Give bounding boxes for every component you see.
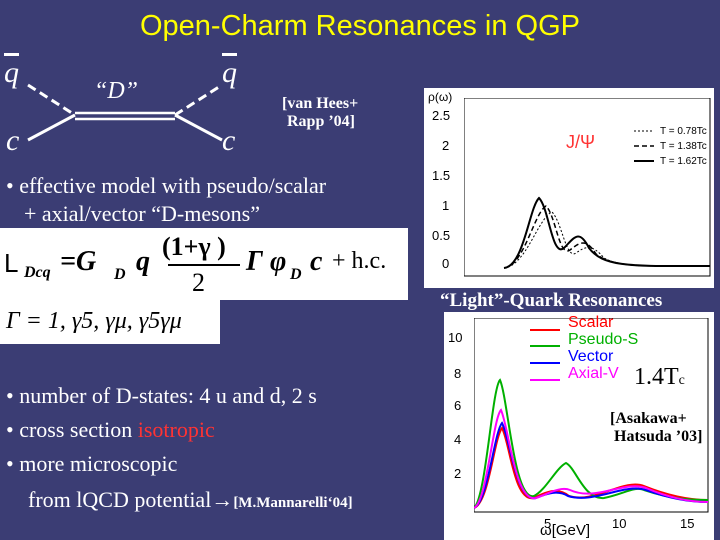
bullet-model-line2: + axial/vector “D-mesons” — [24, 201, 260, 226]
jpsi-legend: T = 0.78Tc T = 1.38Tc T = 1.62Tc — [660, 124, 707, 169]
cross-section-isotropic: isotropic — [137, 417, 215, 442]
quark-line-upper-right — [174, 83, 223, 117]
d-meson-label: “D” — [94, 78, 139, 104]
lagrangian-L: L — [4, 248, 19, 278]
lagrangian-hc: + h.c. — [332, 248, 387, 274]
jpsi-ytick-3: 1 — [442, 198, 450, 213]
light-ytick-1: 8 — [454, 366, 462, 381]
jpsi-label-text: J/Ψ — [566, 132, 596, 152]
jpsi-legend-item-2: T = 1.38Tc — [660, 141, 707, 152]
light-ytick-3: 4 — [454, 432, 462, 447]
quark-line-lower-left — [27, 113, 76, 142]
ref-asakawa-line1: [Asakawa+ — [610, 410, 687, 427]
gamma-list-box: Γ = 1, γ5, γμ, γ5γμ — [0, 300, 220, 344]
ref-asakawa-line2: Hatsuda ’03] — [614, 428, 703, 445]
qbar-left-label: q — [4, 56, 19, 89]
jpsi-curve-dotted — [503, 211, 711, 269]
qbar-right-label: q — [222, 56, 237, 89]
light-ytick-4: 2 — [454, 466, 462, 481]
temperature-sub: c — [678, 373, 685, 388]
bullet-microscopic: • more microscopic — [6, 451, 178, 476]
lagrangian-L-sub: Dcq — [24, 264, 51, 281]
bullet-lqcd: from lQCD potential→[M.Mannarelli‘04] — [28, 487, 353, 513]
lagrangian-GD: =G — [60, 246, 97, 277]
jpsi-label: J/Ψ — [566, 132, 595, 153]
light-quark-title: “Light”-Quark Resonances — [440, 290, 663, 311]
cross-section-prefix: • cross section — [6, 417, 138, 442]
light-legend-pseudo: Pseudo-S — [568, 331, 639, 348]
jpsi-spectral-plot: ρ(ω) 2.5 2 1.5 1 0.5 0 J/Ψ T = 0.78Tc T … — [424, 88, 714, 288]
lagrangian-GD-sub: D — [114, 266, 126, 283]
light-xtick-1: 10 — [612, 516, 627, 531]
jpsi-ytick-2: 1.5 — [432, 168, 451, 183]
bullet-states: • number of D-states: 4 u and d, 2 s — [6, 383, 317, 408]
lagrangian-box: L Dcq =G D q (1+γ ) 2 Γ φ D c + h.c. — [0, 228, 408, 300]
lqcd-ref: [M.Mannarelli‘04] — [233, 495, 353, 511]
temperature-label: 1.4Tc — [634, 364, 685, 391]
lagrangian-frac-den: 2 — [192, 268, 205, 297]
jpsi-legend-item-1: T = 0.78Tc — [660, 126, 707, 137]
lagrangian-phi-sub: D — [290, 266, 302, 283]
ref-van-hees-line2: Rapp ’04] — [287, 113, 356, 130]
light-curve-axial — [474, 408, 709, 509]
lagrangian-c: c — [310, 246, 323, 277]
jpsi-ylabel: ρ(ω) — [428, 90, 453, 104]
jpsi-ytick-4: 0.5 — [432, 228, 451, 243]
jpsi-ytick-5: 0 — [442, 256, 450, 271]
ref-asakawa: [Asakawa+ Hatsuda ’03] — [610, 410, 702, 446]
lagrangian-q: q — [136, 246, 150, 277]
lagrangian-phi: φ — [270, 246, 287, 277]
slide-title: Open-Charm Resonances in QGP — [139, 10, 581, 42]
bullet-model-line1: • effective model with pseudo/scalar — [6, 173, 327, 198]
quark-line-upper-left — [27, 83, 76, 117]
c-left-label: c — [6, 124, 20, 157]
temperature-value: 1.4T — [634, 364, 679, 390]
jpsi-curve-dashed — [503, 205, 711, 269]
jpsi-legend-item-3: T = 1.62Tc — [660, 156, 707, 167]
lqcd-text: from lQCD potential→ — [28, 487, 234, 512]
light-legend-vector: Vector — [568, 348, 614, 365]
light-ytick-0: 10 — [448, 330, 463, 345]
lagrangian-frac-bar — [168, 264, 240, 266]
light-legend: Scalar Pseudo-S Vector Axial-V — [568, 314, 638, 382]
ref-van-hees: [van Hees+ Rapp ’04] — [282, 95, 358, 131]
quark-line-lower-right — [174, 113, 223, 142]
jpsi-ytick-1: 2 — [442, 138, 450, 153]
light-legend-axial: Axial-V — [568, 365, 619, 382]
bullet-effective-model: • effective model with pseudo/scalar + a… — [6, 172, 326, 228]
light-quark-plot: 10 8 6 4 2 Scalar Pseudo-S Vector Axial-… — [444, 312, 714, 540]
light-xtick-0: 5 — [544, 516, 552, 531]
light-xlabel: ω[GeV] — [540, 522, 591, 539]
ref-van-hees-line1: [van Hees+ — [282, 95, 359, 112]
lagrangian-Gamma: Γ — [246, 246, 263, 277]
light-axes — [474, 318, 709, 513]
light-ytick-2: 6 — [454, 398, 462, 413]
c-right-label: c — [222, 124, 236, 157]
light-xtick-2: 15 — [680, 516, 695, 531]
light-legend-scalar: Scalar — [568, 314, 614, 331]
bullet-cross-section: • cross section isotropic — [6, 417, 215, 443]
jpsi-axes — [464, 98, 711, 277]
jpsi-curve-solid — [503, 196, 711, 269]
gamma-list: Γ = 1, γ5, γμ, γ5γμ — [6, 308, 182, 334]
feynman-diagram — [27, 83, 223, 142]
lagrangian-frac-num: (1+γ ) — [162, 232, 226, 261]
jpsi-ytick-0: 2.5 — [432, 108, 451, 123]
